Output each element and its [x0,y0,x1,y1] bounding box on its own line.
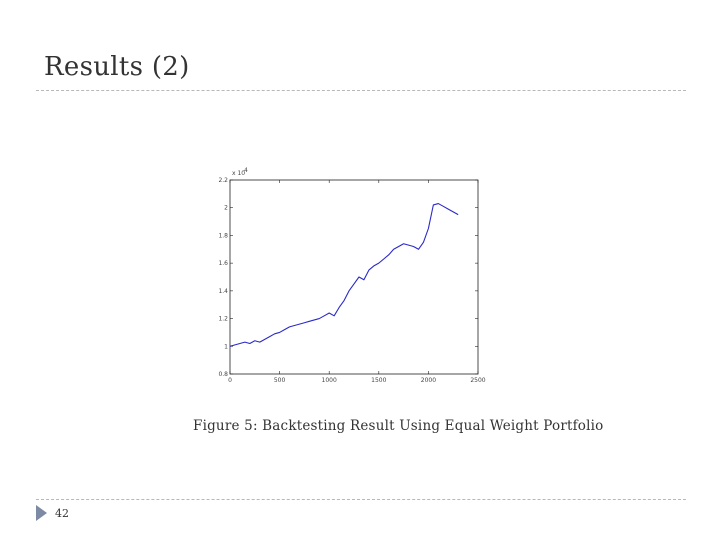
footer-divider [36,499,686,500]
chart-svg: 0.8 1 1.2 1.4 1.6 1.8 2 2.2 0 500 1000 1500 2000 2500… [218,167,485,384]
figure-caption: Figure 5: Backtesting Result Using Equal… [193,418,604,434]
y-tick-label: 2 [224,205,228,212]
x-tick-label: 1500 [371,377,386,384]
y-tick-label: 1 [224,343,228,350]
y-multiplier-label: x 10 [232,170,245,177]
x-tick-label: 2500 [470,377,485,384]
backtest-chart: 0.8 1 1.2 1.4 1.6 1.8 2 2.2 0 500 1000 1500 2000 2500… [216,166,496,386]
title-divider [36,90,686,91]
slide-title: Results (2) [44,52,190,82]
x-tick-label: 0 [228,377,232,384]
plot-frame [229,179,479,375]
y-tick-label: 1.6 [218,260,228,267]
axis-ticks: 0.8 1 1.2 1.4 1.6 1.8 2 2.2 0 500 1000 1500 2000 2500 [218,177,485,384]
y-tick-label: 1.8 [218,232,228,239]
series-line-0 [229,203,459,347]
series-group [229,203,459,347]
x-tick-label: 500 [274,377,286,384]
y-tick-label: 2.2 [218,177,228,184]
y-multiplier-exponent: 4 [244,167,248,174]
footer-triangle-icon [36,505,47,521]
x-tick-label: 1000 [322,377,337,384]
y-tick-label: 0.8 [218,371,228,378]
y-tick-label: 1.2 [218,316,228,323]
y-tick-label: 1.4 [218,288,228,295]
slide-number: 42 [55,507,69,520]
x-tick-label: 2000 [421,377,436,384]
